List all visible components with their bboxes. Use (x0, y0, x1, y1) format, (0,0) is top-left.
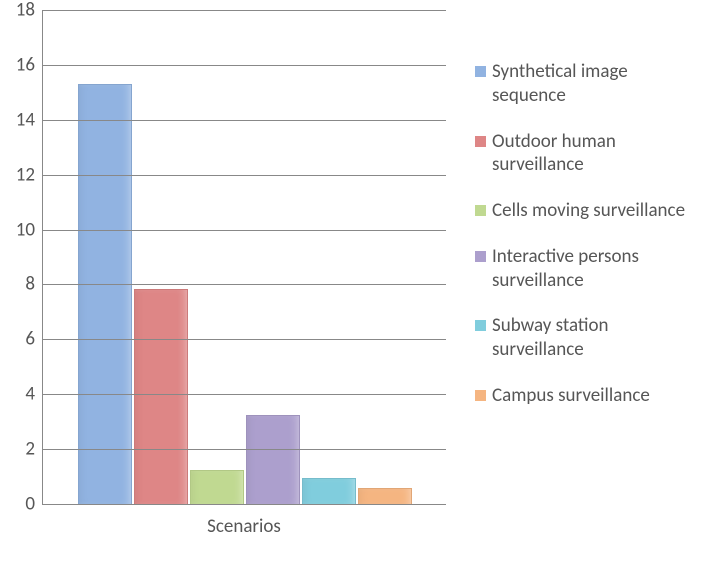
legend-swatch (475, 66, 486, 77)
legend-item: Campus surveillance (475, 384, 695, 408)
legend: Synthetical image sequence Outdoor human … (475, 60, 695, 430)
bar (302, 478, 356, 504)
legend-item: Subway station surveillance (475, 314, 695, 362)
gridline (43, 10, 446, 11)
legend-label: Cells moving surveillance (492, 199, 685, 223)
y-tick-label: 18 (16, 0, 35, 22)
plot: 024681012141618 (42, 10, 446, 505)
y-tick-label: 8 (25, 273, 35, 296)
y-tick-label: 16 (16, 53, 35, 76)
y-tick-label: 14 (16, 108, 35, 131)
legend-item: Cells moving surveillance (475, 199, 695, 223)
bars-group (43, 10, 446, 504)
y-tick-label: 12 (16, 163, 35, 186)
gridline (43, 394, 446, 395)
legend-item: Interactive persons surveillance (475, 245, 695, 293)
gridline (43, 65, 446, 66)
gridline (43, 175, 446, 176)
y-tick-label: 2 (25, 438, 35, 461)
gridline (43, 339, 446, 340)
bar (134, 289, 188, 504)
gridline (43, 449, 446, 450)
legend-swatch (475, 205, 486, 216)
bar (246, 415, 300, 504)
y-tick-label: 4 (25, 383, 35, 406)
legend-label: Outdoor human surveillance (492, 130, 695, 178)
y-tick-label: 6 (25, 328, 35, 351)
gridline (43, 230, 446, 231)
legend-swatch (475, 320, 486, 331)
legend-swatch (475, 390, 486, 401)
legend-swatch (475, 251, 486, 262)
legend-swatch (475, 136, 486, 147)
legend-label: Interactive persons surveillance (492, 245, 695, 293)
legend-label: Subway station surveillance (492, 314, 695, 362)
bar (78, 84, 132, 504)
bar (358, 488, 412, 504)
legend-item: Outdoor human surveillance (475, 130, 695, 178)
legend-label: Campus surveillance (492, 384, 650, 408)
bar (190, 470, 244, 504)
y-tick-label: 10 (16, 218, 35, 241)
legend-label: Synthetical image sequence (492, 60, 695, 108)
gridline (43, 284, 446, 285)
chart-container: 024681012141618 Scenarios Synthetical im… (0, 0, 711, 561)
chart-area: 024681012141618 Scenarios (42, 10, 446, 505)
x-axis-label: Scenarios (42, 515, 446, 538)
y-tick-label: 0 (25, 493, 35, 516)
legend-item: Synthetical image sequence (475, 60, 695, 108)
gridline (43, 120, 446, 121)
